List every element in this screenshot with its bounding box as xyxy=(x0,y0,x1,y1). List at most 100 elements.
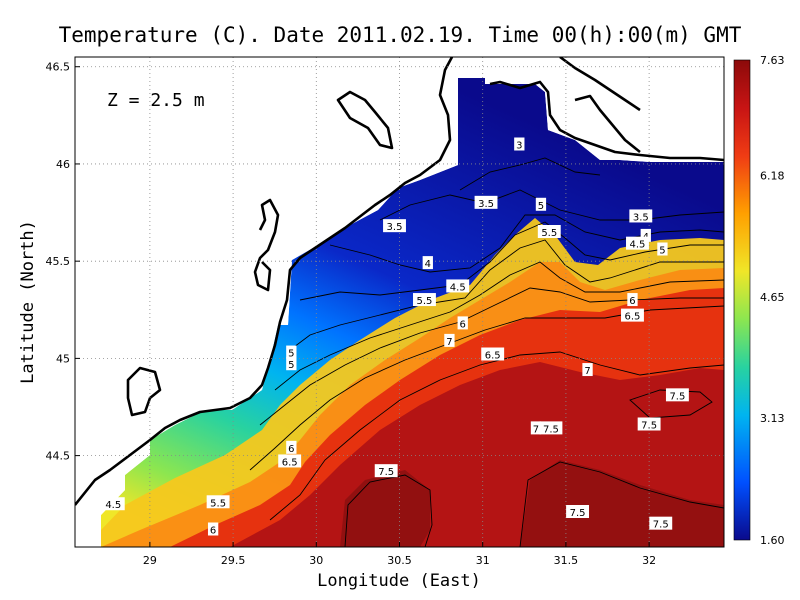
contour-label: 7.5 xyxy=(637,417,661,432)
contour-label-box xyxy=(514,137,525,151)
contour-label: 6 xyxy=(207,522,219,537)
contour-label-text: 5 xyxy=(288,349,294,360)
contour-label-text: 7.5 xyxy=(570,508,586,519)
contour-label: 7 xyxy=(444,333,455,348)
land-area-north xyxy=(485,57,724,162)
island-delta xyxy=(253,198,280,292)
contour-label-text: 6.5 xyxy=(625,312,641,323)
contour-label-box xyxy=(640,228,651,242)
contour-label: 6 xyxy=(286,440,297,455)
x-axis-ticks: 29 29.5 30 30.5 31 31.5 32 xyxy=(143,542,656,567)
contour-label-box xyxy=(286,440,297,454)
contour-4-5 xyxy=(299,221,724,301)
contour-label: 5 xyxy=(286,357,297,371)
contour-label: 6.5 xyxy=(621,308,644,323)
contour-label-text: 7.5 xyxy=(378,467,394,478)
contour-5-5 xyxy=(274,261,724,391)
contour-label-text: 7 xyxy=(446,337,452,348)
x-tick-label: 29 xyxy=(143,554,157,567)
contour-label-text: 4.5 xyxy=(450,282,466,293)
contour-label-box xyxy=(649,516,673,530)
contour-label-box xyxy=(446,279,470,293)
contour-label: 7.5 xyxy=(649,516,673,531)
x-tick-label: 29.5 xyxy=(221,554,246,567)
contour-5 xyxy=(289,239,724,351)
colorbar-tick-label: 7.63 xyxy=(760,54,785,67)
contour-label-box xyxy=(582,363,593,377)
contour-label: 6 xyxy=(627,293,638,307)
coastline xyxy=(75,57,724,506)
colorbar-tick-label: 6.18 xyxy=(760,169,785,182)
y-tick-label: 45.5 xyxy=(46,255,71,268)
contour-7 xyxy=(269,351,724,521)
contour-label: 5 xyxy=(286,345,297,360)
contour-label-text: 3.5 xyxy=(478,199,494,210)
contour-6 xyxy=(259,287,724,426)
contour-label-box xyxy=(286,357,297,371)
contour-label-box xyxy=(457,316,468,330)
contour-label: 6 xyxy=(457,316,468,330)
contour-label-text: 6 xyxy=(210,526,216,537)
grid-lines xyxy=(75,57,724,547)
chart-title: Temperature (C). Date 2011.02.19. Time 0… xyxy=(59,23,742,47)
contour-label-text: 3.5 xyxy=(387,222,403,233)
contour-label: 4.5 xyxy=(446,279,470,293)
colorbar-tick-label: 4.65 xyxy=(760,291,785,304)
lake-outline xyxy=(126,366,162,417)
coastline-west xyxy=(75,57,454,506)
north-shore xyxy=(559,57,641,112)
bay-outline xyxy=(574,94,641,154)
contour-label-text: 3.5 xyxy=(633,212,649,223)
contour-label-text: 5 xyxy=(659,246,665,257)
contour-label-text: 6 xyxy=(629,296,635,307)
contour-label-text: 7.5 xyxy=(641,421,657,432)
y-tick-label: 46 xyxy=(56,158,70,171)
colorbar-tick-label: 1.60 xyxy=(760,534,785,547)
contour-label-box xyxy=(637,417,661,431)
contour-label-box xyxy=(535,197,547,211)
depth-annotation: Z = 2.5 m xyxy=(107,90,205,111)
contour-label: 3.5 xyxy=(629,209,653,223)
contour-label-text: 5.5 xyxy=(417,296,433,307)
contour-label-box xyxy=(537,225,561,238)
contour-label: 3.5 xyxy=(383,219,406,233)
contour-label-text: 5.5 xyxy=(210,498,226,509)
contour-label-text: 4.5 xyxy=(105,500,121,511)
contour-label: 3.5 xyxy=(474,195,498,210)
colorbar-labels: 7.63 6.18 4.65 3.13 1.60 xyxy=(760,54,785,547)
contour-7-5-a xyxy=(344,474,433,547)
contour-label-text: 7.5 xyxy=(543,424,559,435)
contour-label-box xyxy=(626,236,649,250)
x-tick-label: 30.5 xyxy=(387,554,412,567)
plot-area xyxy=(75,57,724,547)
contour-label-box xyxy=(101,497,125,511)
contour-label: 6.5 xyxy=(278,454,302,468)
y-tick-label: 46.5 xyxy=(46,61,71,74)
contour-label-text: 3 xyxy=(516,141,522,152)
contour-label: 4.5 xyxy=(101,497,125,511)
contour-label-text: 5 xyxy=(288,360,294,371)
contour-label-box xyxy=(629,209,653,223)
contour-label-box xyxy=(374,464,398,478)
contour-label-text: 6 xyxy=(460,319,466,330)
contour-label-text: 7 xyxy=(584,366,590,377)
colorbar: 7.63 6.18 4.65 3.13 1.60 xyxy=(733,54,785,547)
contour-labels: 33.53.53.5444.54.54.555555.55.55.566666.… xyxy=(101,137,689,537)
contour-label-box xyxy=(530,421,542,435)
core-warm-patch-east xyxy=(520,460,724,547)
contour-label-box xyxy=(474,195,498,209)
x-tick-label: 31 xyxy=(476,554,490,567)
contour-3 xyxy=(459,157,601,191)
contour-label: 7 xyxy=(582,363,593,377)
contour-label: 5.5 xyxy=(537,225,561,239)
contour-label: 7.5 xyxy=(539,421,563,435)
x-tick-label: 30 xyxy=(309,554,323,567)
contour-label: 7.5 xyxy=(374,464,398,478)
contour-label-box xyxy=(621,308,644,322)
contour-label-text: 7.5 xyxy=(669,391,685,402)
contour-label-box xyxy=(539,421,563,435)
colorbar-tick-label: 3.13 xyxy=(760,412,785,425)
contour-label-box xyxy=(413,293,436,307)
contour-label: 4 xyxy=(422,256,433,270)
contour-label-text: 6.5 xyxy=(282,457,298,468)
